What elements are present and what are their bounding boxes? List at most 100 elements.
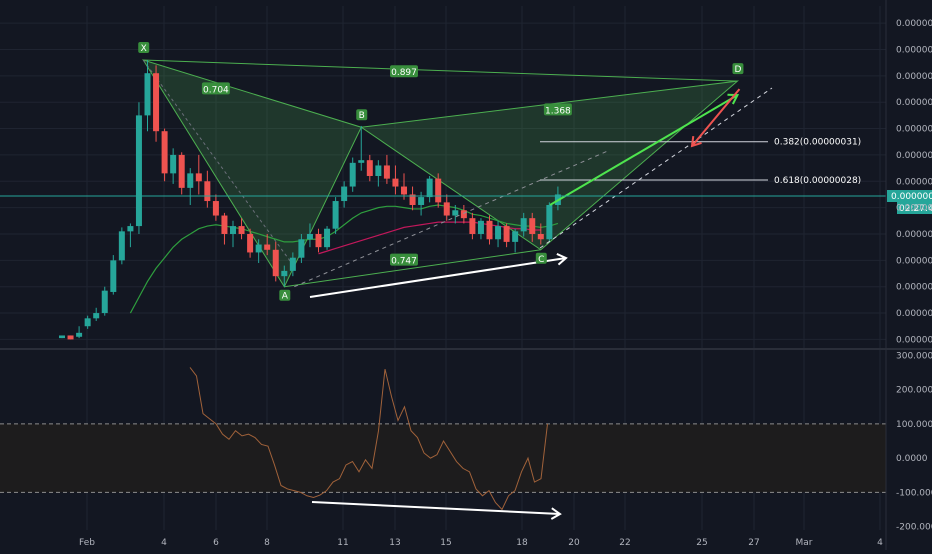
candle-body <box>401 186 407 195</box>
pattern-ratio-label: 0.747 <box>391 257 417 267</box>
y-tick-label: 0.00000018 <box>896 309 932 319</box>
y-tick-label: 0.00000040 <box>896 19 932 29</box>
pattern-point-badge <box>535 252 547 264</box>
oscillator-line <box>189 367 548 511</box>
candle-body <box>512 231 519 242</box>
pattern-ratio-label: 0.897 <box>391 68 417 78</box>
x-tick-label: 25 <box>696 538 707 548</box>
candle-body <box>59 335 65 339</box>
candle-body <box>212 201 219 216</box>
osc-y-tick-label: 100.0000 <box>896 420 932 430</box>
countdown-label: 02:27:49 <box>899 204 932 214</box>
channel-lower-dashed <box>539 87 773 249</box>
candle-body <box>221 215 228 234</box>
x-tick-label: 4 <box>877 538 883 548</box>
candle-body <box>341 186 348 202</box>
x-tick-label: 13 <box>389 538 400 548</box>
candle-body <box>118 231 125 261</box>
candle-body <box>153 73 160 132</box>
price-trend-arrow-head <box>556 253 568 266</box>
candle-body <box>306 233 313 240</box>
candle-body <box>495 226 502 240</box>
candle-body <box>170 154 177 174</box>
y-tick-label: 0.00000032 <box>896 125 932 135</box>
candle-body <box>537 233 544 240</box>
candle-body <box>529 218 536 234</box>
pattern-ratio-badge <box>543 103 572 116</box>
osc-band-fill <box>0 423 886 493</box>
osc-y-tick-label: -200.0000 <box>896 523 932 533</box>
candle-body <box>443 202 450 216</box>
oscillator-band <box>0 423 886 493</box>
x-tick-label: 6 <box>213 538 219 548</box>
x-tick-label: Feb <box>79 538 95 548</box>
channel-upper-dashed <box>294 149 611 288</box>
pattern-point-badge <box>356 109 368 121</box>
x-tick-label: 8 <box>264 538 270 548</box>
candle-body <box>520 218 527 232</box>
y-tick-label: 0.00000036 <box>896 72 932 82</box>
x-tick-label: 4 <box>161 538 167 548</box>
x-tick-label: 18 <box>516 538 528 548</box>
pattern-dashed-xa <box>142 59 295 267</box>
pattern-ratio-badge <box>390 253 418 266</box>
osc-y-tick-label: -100.0000 <box>896 488 932 498</box>
candle-body <box>255 244 262 253</box>
fib-level-label: 0.618(0.00000028) <box>774 176 861 186</box>
pattern-ratio-badge <box>390 65 418 78</box>
oscillator-trend-arrow-head <box>550 507 562 520</box>
pattern-point-badge <box>732 63 744 75</box>
price-trend-arrow <box>309 257 567 298</box>
pattern-point-badge <box>279 289 291 301</box>
countdown-badge <box>897 202 932 214</box>
pattern-ratio-badge <box>201 82 230 95</box>
bullish-projection-arrow <box>549 94 738 206</box>
candle-body <box>178 154 185 188</box>
y-tick-label: 0.00000038 <box>896 45 932 55</box>
current-price-label: 0.00000027 <box>891 192 932 202</box>
candle-body <box>503 226 510 242</box>
x-tick-label: 15 <box>440 538 451 548</box>
candle-body <box>383 165 390 179</box>
y-tick-label: 0.00000020 <box>896 283 932 293</box>
candle-body <box>272 249 279 277</box>
moving-average-line <box>129 204 559 314</box>
x-tick-label: 27 <box>748 538 759 548</box>
y-tick-label: 0.00000026 <box>896 204 932 214</box>
bearish-projection-arrow-head <box>690 135 702 148</box>
candle-body <box>469 218 476 234</box>
candle-body <box>281 270 288 277</box>
x-tick-label: 11 <box>337 538 348 548</box>
candle-body <box>546 204 553 240</box>
pattern-ac-line <box>284 249 541 288</box>
candle-body <box>135 115 142 227</box>
candle-body <box>324 228 331 248</box>
candle-body <box>144 73 151 116</box>
candle-body <box>110 260 117 292</box>
candle-body <box>315 233 322 248</box>
candle-body <box>435 178 442 203</box>
candle-body <box>93 313 100 319</box>
annotations: 0.382(0.00000031) 0.618(0.00000028) X A B C D 0… <box>0 42 932 520</box>
osc-y-tick-label: 0.0000 <box>896 454 928 464</box>
oscillator-series-line <box>189 367 548 511</box>
y-tick-label: 0.00000022 <box>896 256 932 266</box>
pattern-ratio-label: 0.704 <box>203 85 229 95</box>
x-tick-label: 20 <box>568 538 580 548</box>
candle-body <box>452 210 459 216</box>
y-tick-label: 0.00000028 <box>896 177 932 187</box>
y-tick-label: 0.00000034 <box>896 98 932 108</box>
candle-body <box>375 165 382 176</box>
candle-body <box>460 210 467 219</box>
candle-body <box>426 178 433 198</box>
bullish-projection-arrow-head <box>727 93 740 105</box>
candle-body <box>238 226 245 234</box>
osc-y-tick-label: 300.0000 <box>896 351 932 361</box>
candle-body <box>127 226 134 232</box>
candle-body <box>298 239 305 258</box>
x-tick-label: Mar <box>796 538 813 548</box>
fib-level-label: 0.382(0.00000031) <box>774 138 861 148</box>
candle-body <box>289 257 296 271</box>
candle-body <box>477 220 484 234</box>
